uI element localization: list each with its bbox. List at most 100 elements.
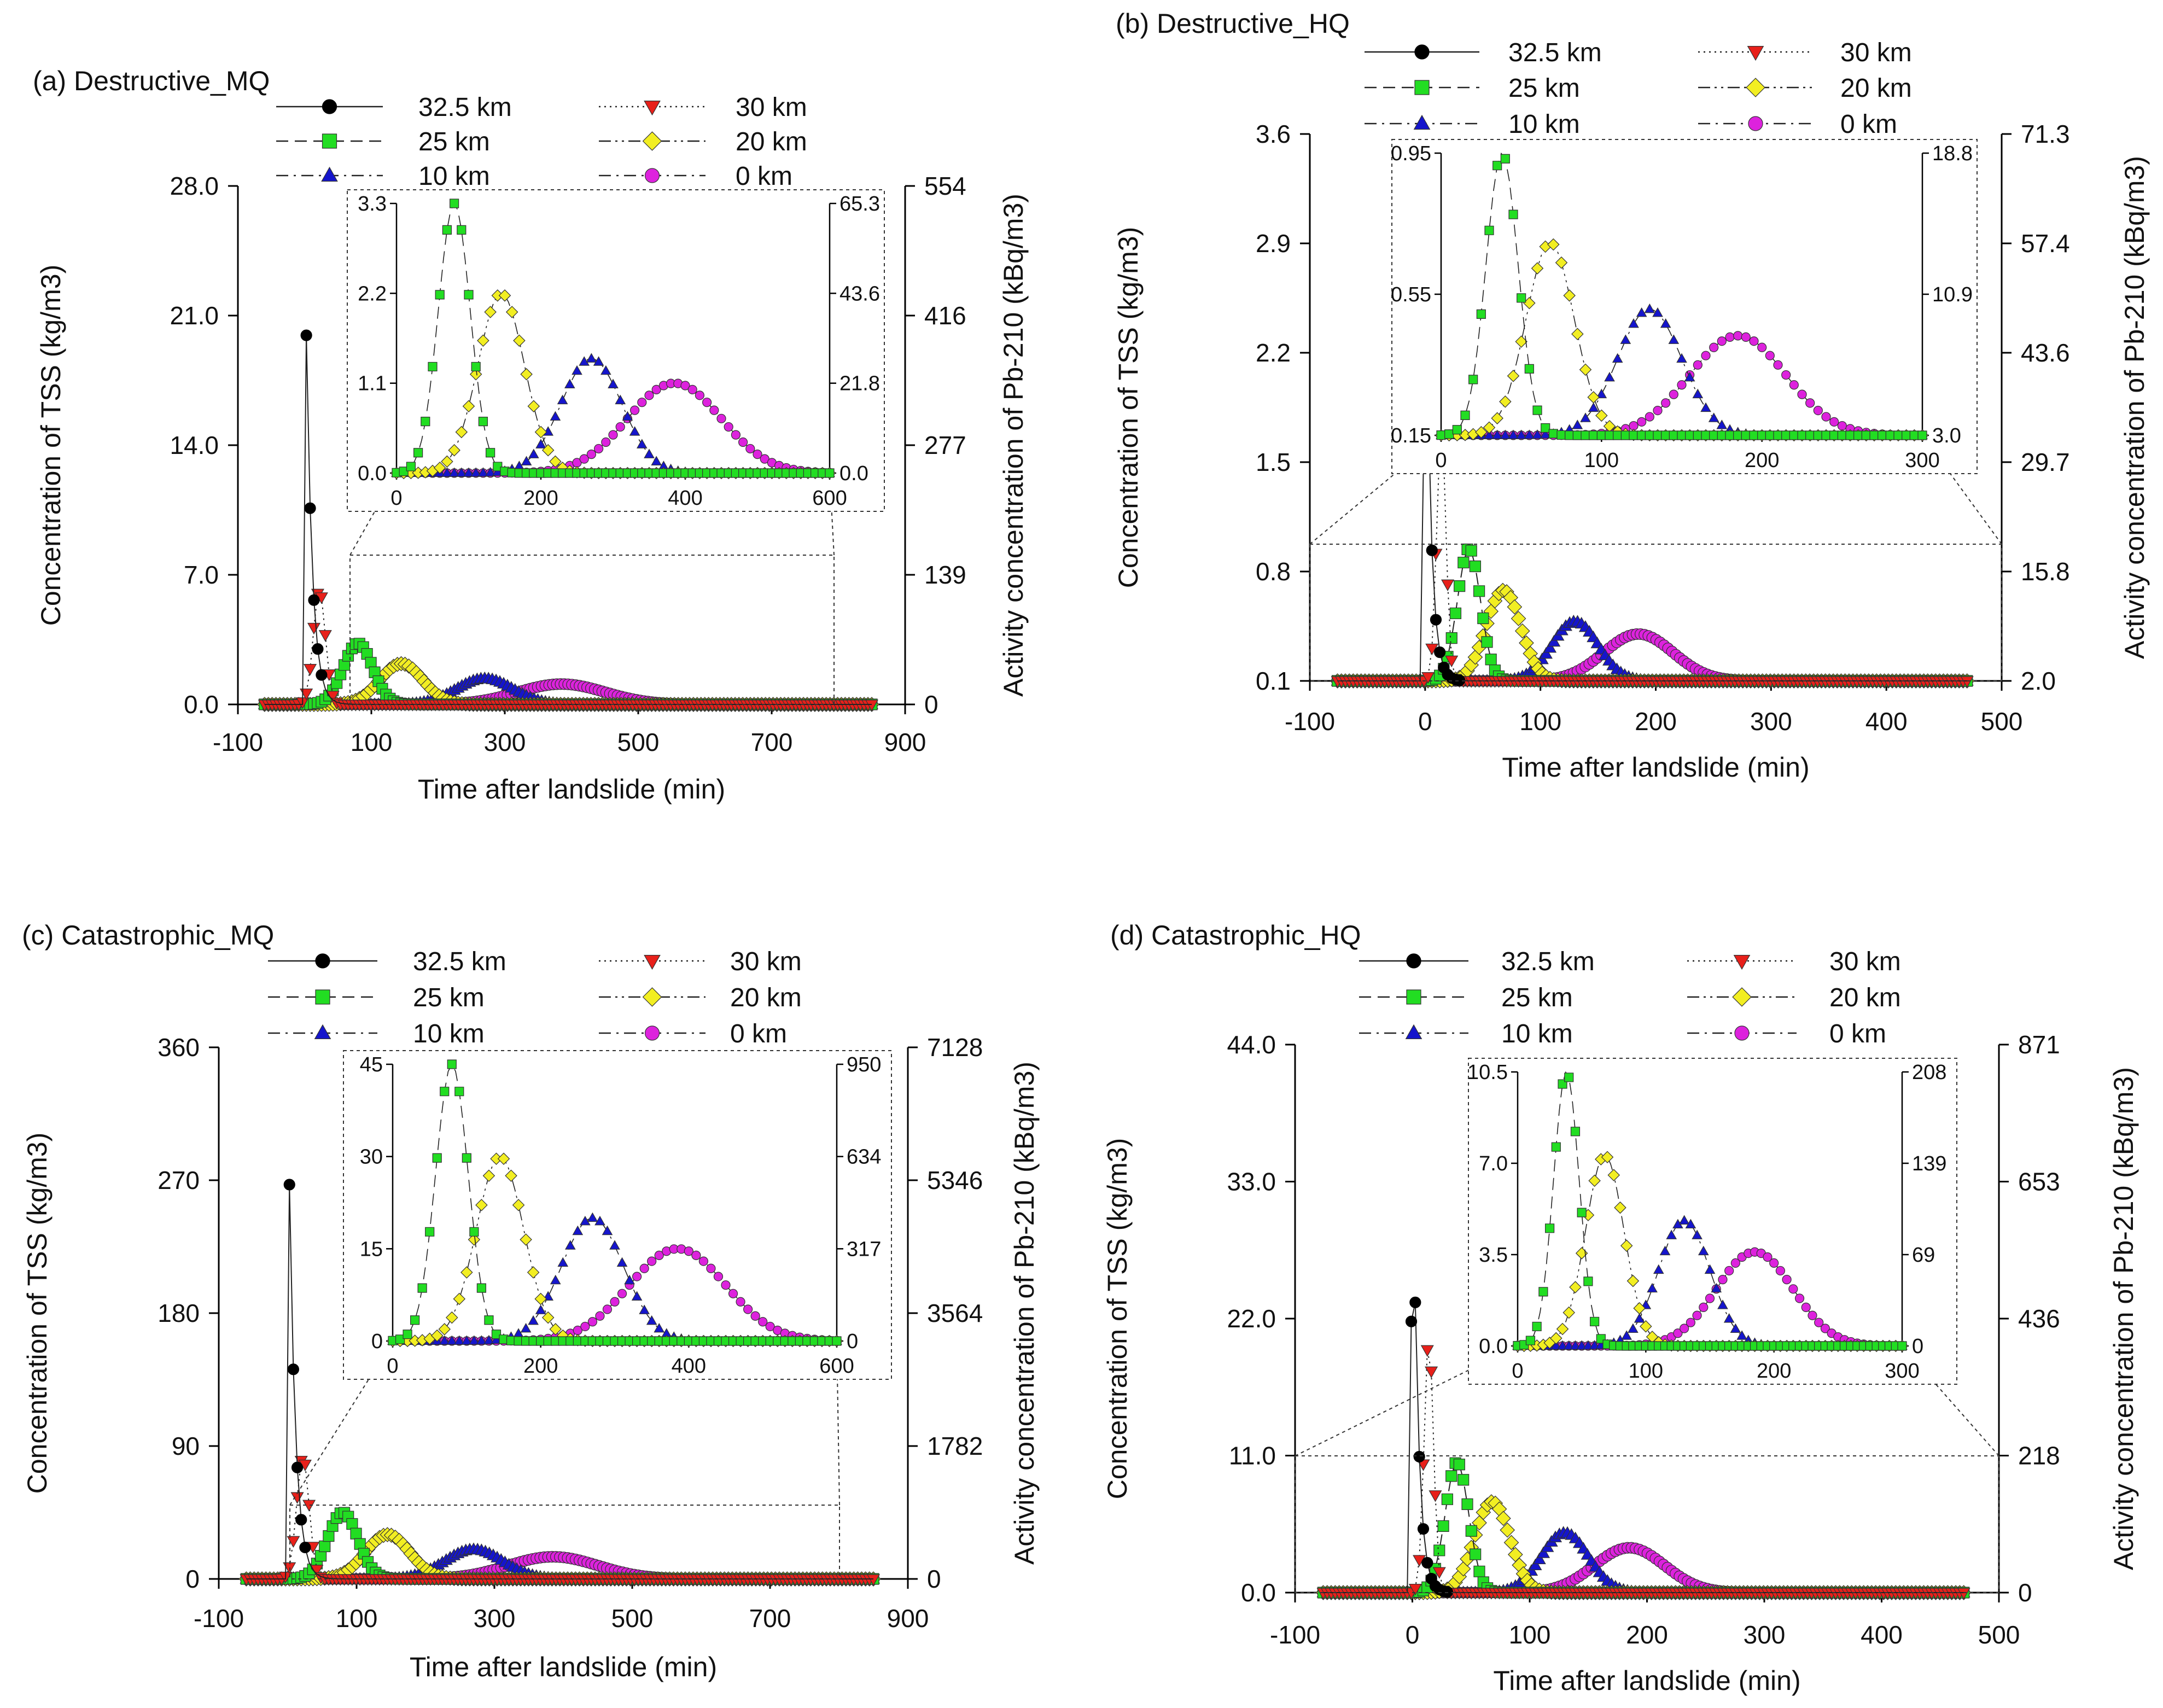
series-marker-d32_5 — [312, 643, 324, 655]
series-marker-d25 — [1465, 545, 1477, 557]
inset-series-marker-d25 — [1564, 1072, 1574, 1082]
zoom-box — [1309, 544, 2002, 681]
inset-series-marker-d10 — [636, 439, 648, 448]
legend-label: 32.5 km — [1501, 947, 1595, 976]
inset-series-marker-d0 — [1692, 1310, 1702, 1320]
inset-x-tick-label: 200 — [1757, 1360, 1791, 1383]
inset-series-marker-d10 — [593, 356, 604, 366]
legend-marker — [1733, 955, 1751, 970]
inset-series-marker-d20 — [441, 455, 453, 468]
y2-axis-title: Activity concentration of Pb-210 (kBq/m3… — [998, 194, 1029, 697]
x-tick-label: 500 — [611, 1604, 654, 1633]
inset-series-marker-d0 — [1813, 405, 1823, 416]
inset-series-marker-d0 — [716, 413, 726, 423]
inset-series-marker-d25 — [1701, 430, 1711, 440]
series-marker-d32_5 — [1426, 544, 1438, 556]
y-tick-label: 0.1 — [1256, 667, 1291, 695]
x-tick-label: 100 — [1509, 1620, 1551, 1649]
series-marker-d10 — [1547, 634, 1561, 647]
inset-series-marker-d25 — [1532, 405, 1542, 415]
inset-series-marker-d10 — [1628, 318, 1639, 328]
inset-series-marker-d20 — [498, 289, 511, 302]
inset-series-marker-d0 — [702, 398, 712, 407]
inset-series-marker-d10 — [651, 456, 662, 465]
legend-marker — [644, 101, 661, 116]
series-marker-d30 — [1441, 579, 1455, 591]
y2-tick-label: 5346 — [927, 1166, 983, 1194]
series-marker-d25 — [1433, 1544, 1445, 1557]
y2-tick-label: 218 — [2018, 1442, 2060, 1470]
inset-series-marker-d0 — [760, 454, 769, 464]
y2-axis-title: Activity concentration of Pb-210 (kBq/m3… — [2119, 156, 2150, 659]
inset-series-marker-d0 — [684, 1246, 693, 1256]
inset-series-marker-d0 — [753, 450, 762, 459]
inset-series-marker-d10 — [580, 1215, 591, 1226]
inset-series-marker-d10 — [1644, 303, 1655, 313]
inset-y2-tick-label: 43.6 — [839, 282, 880, 305]
legend: 32.5 km 30 km 25 km 20 km 10 km 0 km — [268, 947, 802, 1048]
inset-series-marker-d0 — [1669, 389, 1678, 399]
inset-series-marker-d25 — [1765, 430, 1775, 440]
x-tick-label: 200 — [1626, 1620, 1668, 1649]
inset-series-marker-d0 — [1769, 1258, 1779, 1268]
x-tick-label: 500 — [1978, 1620, 2020, 1649]
inset-series-marker-d25 — [1544, 1223, 1555, 1233]
series-marker-d32_5 — [1421, 1557, 1433, 1569]
inset-series-marker-d20 — [541, 444, 555, 457]
x-axis-title: Time after landslide (min) — [410, 1652, 717, 1682]
series-marker-d10 — [1537, 1546, 1550, 1558]
series-marker-d25 — [1453, 1459, 1465, 1471]
inset-series-marker-d10 — [1596, 388, 1607, 399]
inset-series-marker-d10 — [1580, 412, 1591, 422]
inset-y-tick-label: 0.55 — [1391, 283, 1431, 306]
inset-series-marker-d20 — [534, 1292, 547, 1305]
inset-series-marker-d20 — [430, 1329, 444, 1342]
inset-series-marker-d10 — [572, 365, 582, 375]
y2-tick-label: 0 — [2018, 1578, 2032, 1607]
inset-series-marker-d20 — [455, 425, 468, 439]
series-marker-d25 — [1437, 1520, 1449, 1532]
inset-series-marker-d0 — [724, 422, 733, 432]
series-marker-d25 — [1449, 607, 1462, 620]
series-marker-d32_5 — [1409, 1296, 1421, 1308]
inset-x-tick-label: 200 — [523, 1355, 558, 1378]
inset-y2-tick-label: 317 — [847, 1238, 881, 1261]
y-tick-label: 0.8 — [1256, 557, 1291, 586]
inset-series-marker-d25 — [1733, 430, 1743, 440]
x-tick-label: 900 — [884, 728, 926, 756]
y2-tick-label: 15.8 — [2021, 557, 2070, 586]
inset-series-marker-d25 — [1605, 430, 1614, 440]
y2-tick-label: 0 — [927, 1565, 941, 1593]
inset-series-marker-d0 — [1814, 1318, 1824, 1327]
y2-tick-label: 71.3 — [2021, 120, 2070, 148]
inset-series-marker-d20 — [534, 425, 547, 439]
inset-series-marker-d0 — [1709, 342, 1719, 352]
legend: 32.5 km 30 km 25 km 20 km 10 km 0 km — [276, 93, 807, 191]
inset-series-marker-d0 — [602, 1304, 613, 1314]
inset-series-marker-d0 — [644, 390, 654, 400]
inset-series-marker-d25 — [1596, 430, 1606, 440]
panel-3: (c) Catastrophic_MQ 32.5 km 30 km 25 km 20 k… — [22, 920, 1040, 1682]
inset-series-marker-d0 — [654, 1250, 664, 1260]
inset-series-marker-d25 — [1781, 430, 1791, 440]
inset-series-marker-d20 — [1588, 1174, 1601, 1187]
inset-series-marker-d25 — [825, 468, 835, 478]
inset-series-marker-d25 — [421, 416, 430, 427]
inset-series-marker-d0 — [1797, 389, 1807, 399]
y2-tick-label: 871 — [2018, 1030, 2060, 1059]
inset-series-marker-d10 — [1736, 1330, 1747, 1340]
inset-series-marker-d25 — [1452, 425, 1462, 435]
inset-series-marker-d0 — [647, 1256, 657, 1266]
legend-label: 0 km — [730, 1019, 787, 1048]
inset-series-marker-d0 — [1680, 1324, 1689, 1333]
zoom-box — [289, 1505, 840, 1579]
inset-series-marker-d25 — [1492, 161, 1502, 171]
inset-series-marker-d20 — [505, 1169, 517, 1182]
series-marker-d30 — [307, 622, 321, 635]
series-marker-d30 — [300, 689, 313, 701]
y2-tick-label: 29.7 — [2021, 448, 2070, 476]
legend-label: 10 km — [418, 162, 490, 191]
inset-series-marker-d0 — [731, 430, 741, 440]
inset-series-marker-d10 — [446, 1335, 458, 1345]
